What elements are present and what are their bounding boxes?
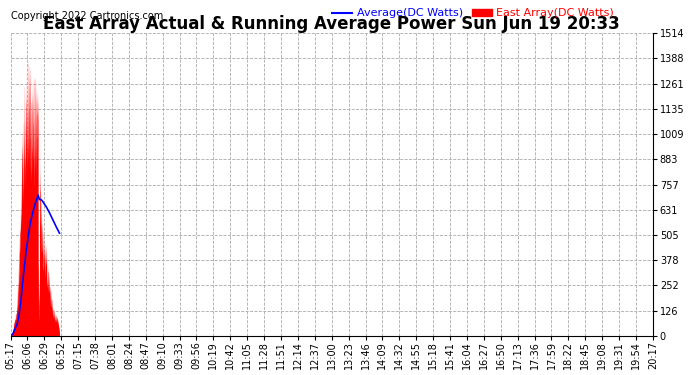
Title: East Array Actual & Running Average Power Sun Jun 19 20:33: East Array Actual & Running Average Powe… xyxy=(43,15,620,33)
Legend: Average(DC Watts), East Array(DC Watts): Average(DC Watts), East Array(DC Watts) xyxy=(328,4,618,23)
Text: Copyright 2022 Cartronics.com: Copyright 2022 Cartronics.com xyxy=(10,11,163,21)
